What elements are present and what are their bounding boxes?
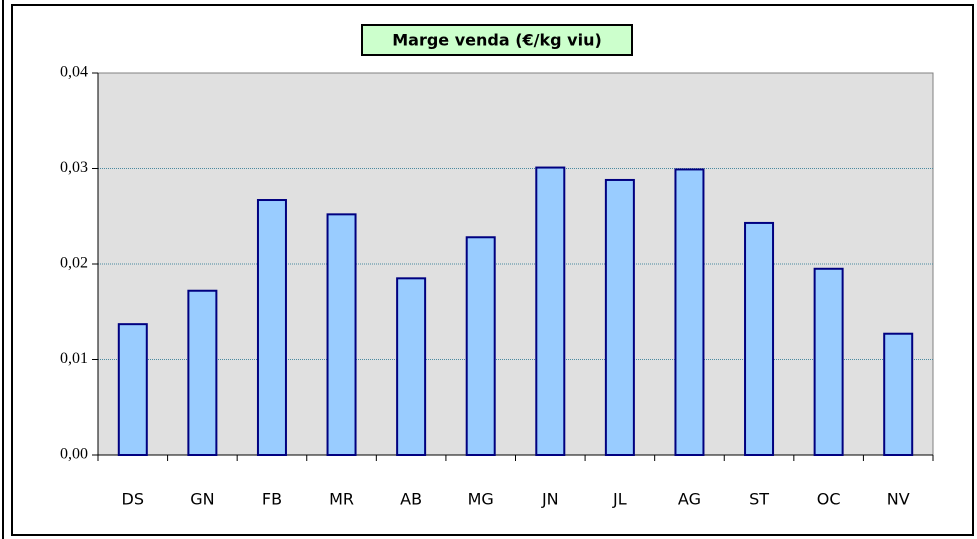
bar — [813, 267, 844, 456]
bar — [256, 199, 287, 456]
bar — [465, 236, 496, 456]
y-tick-label: 0,00 — [60, 446, 88, 463]
title-box — [361, 24, 633, 56]
x-tick-label: AB — [400, 490, 422, 509]
x-tick-label: AG — [678, 490, 701, 509]
bar — [326, 213, 357, 456]
y-tick-label: 0,01 — [60, 350, 88, 367]
bar — [535, 166, 566, 456]
y-tick-label: 0,03 — [60, 159, 88, 176]
y-tick-label: 0,02 — [60, 255, 88, 272]
x-tick-label: NV — [887, 490, 910, 509]
bar — [396, 277, 427, 457]
bar — [883, 332, 914, 456]
x-tick-label: GN — [190, 490, 214, 509]
bar — [187, 289, 218, 456]
bar — [674, 168, 705, 457]
x-tick-label: JN — [541, 490, 559, 509]
x-tick-label: FB — [262, 490, 282, 509]
bar — [604, 178, 635, 457]
x-tick-label: MG — [468, 490, 494, 509]
x-tick-label: ST — [749, 490, 769, 509]
x-tick-label: OC — [817, 490, 841, 509]
chart-title: Marge venda (€/kg viu) — [392, 31, 602, 50]
x-tick-label: MR — [329, 490, 354, 509]
x-tick-label: JL — [612, 490, 627, 509]
y-tick-label: 0,04 — [60, 64, 88, 81]
bar — [117, 323, 148, 457]
x-tick-label: DS — [122, 490, 144, 509]
bar — [744, 221, 775, 456]
plot-area — [97, 72, 934, 456]
